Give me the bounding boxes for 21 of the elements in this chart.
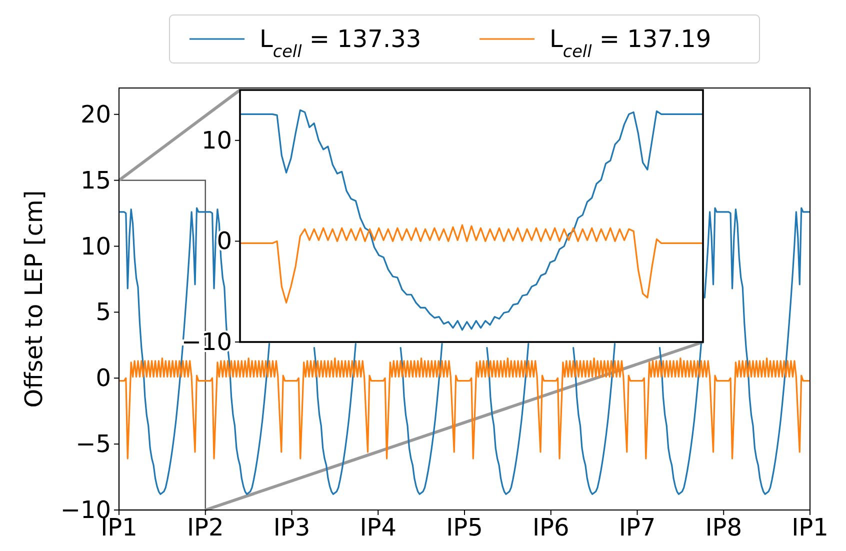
x-tick-label: IP6 xyxy=(532,514,570,542)
y-tick-label: 15 xyxy=(80,166,111,194)
y-tick-label: 10 xyxy=(80,232,111,260)
x-tick-label: IP5 xyxy=(446,514,483,542)
y-tick-label: 10 xyxy=(201,126,232,154)
y-tick-label: 20 xyxy=(80,100,111,128)
line-series xyxy=(240,109,703,331)
x-tick-label: IP8 xyxy=(705,514,742,542)
y-axis-title: Offset to LEP [cm] xyxy=(20,190,48,408)
y-tick-label: 5 xyxy=(96,298,111,326)
x-tick-label: IP3 xyxy=(273,514,310,542)
x-tick-label: IP1 xyxy=(792,514,828,542)
legend-label: L$_{cell}$ = 137.19 xyxy=(550,25,712,61)
x-tick-label: IP7 xyxy=(618,514,656,542)
y-tick-label: 0 xyxy=(96,364,111,392)
y-tick-label: −5 xyxy=(76,430,111,458)
line-series xyxy=(119,358,810,460)
line-series xyxy=(240,224,703,304)
x-tick-label: IP4 xyxy=(360,514,397,542)
x-tick-label: IP2 xyxy=(186,514,224,542)
legend-label: L$_{cell}$ = 137.33 xyxy=(260,25,422,61)
